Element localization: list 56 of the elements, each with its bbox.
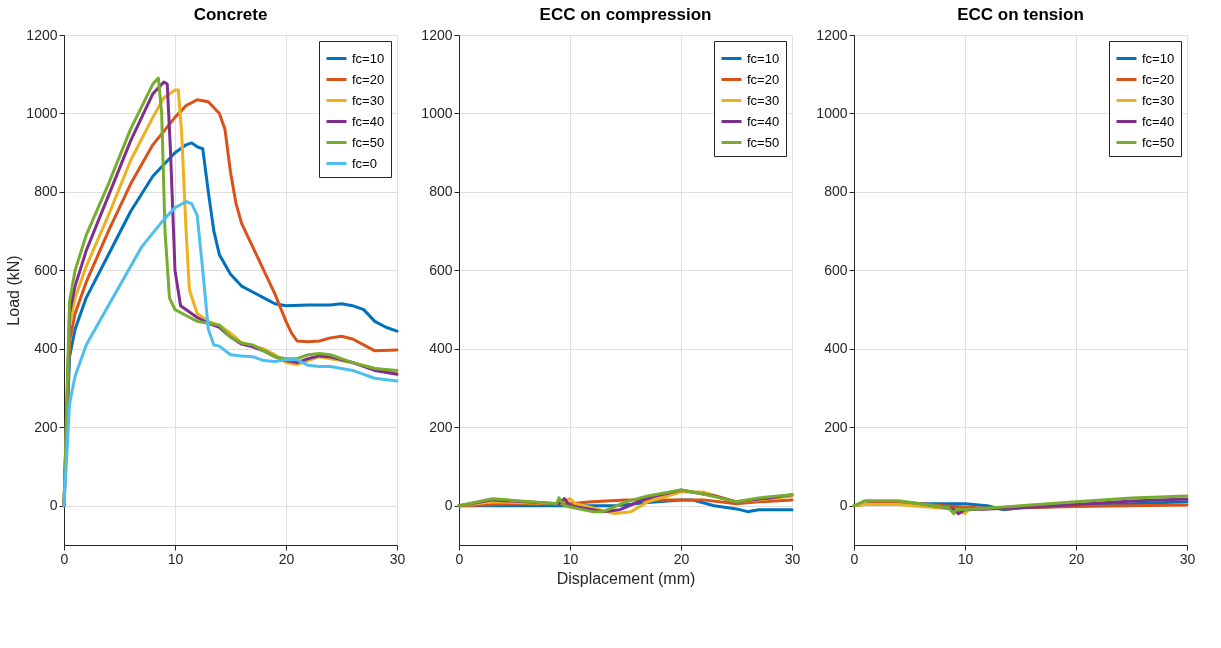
x-tick-label: 30 (784, 550, 801, 567)
x-tick-label: 10 (167, 550, 184, 567)
legend-label: fc=50 (747, 134, 780, 150)
x-tick-label: 30 (1179, 550, 1196, 567)
legend-label: fc=0 (352, 155, 377, 171)
legend-label: fc=50 (352, 134, 385, 150)
x-tick-label: 0 (850, 550, 859, 567)
x-tick-label: 30 (389, 550, 406, 567)
x-tick-label: 10 (957, 550, 974, 567)
legend-label: fc=20 (747, 71, 780, 87)
y-tick-label: 1000 (26, 104, 58, 121)
chart-title: Concrete (193, 5, 268, 24)
legend-label: fc=10 (1142, 50, 1175, 66)
legend-label: fc=50 (1142, 134, 1175, 150)
legend-label: fc=20 (352, 71, 385, 87)
legend-label: fc=40 (352, 113, 385, 129)
y-tick-label: 1200 (421, 26, 453, 43)
x-tick-label: 20 (278, 550, 295, 567)
y-tick-label: 1000 (816, 104, 848, 121)
y-tick-label: 400 (34, 340, 58, 357)
x-tick-label: 20 (1068, 550, 1085, 567)
x-axis-title: Displacement (mm) (556, 569, 696, 587)
y-tick-label: 200 (824, 418, 848, 435)
y-tick-label: 400 (824, 340, 848, 357)
x-tick-label: 0 (455, 550, 464, 567)
legend-label: fc=20 (1142, 71, 1175, 87)
y-tick-label: 200 (34, 418, 58, 435)
y-tick-label: 1000 (421, 104, 453, 121)
legend-label: fc=40 (747, 113, 780, 129)
line-series (62, 200, 399, 508)
legend-label: fc=10 (747, 50, 780, 66)
chart-title: ECC on tension (957, 5, 1084, 24)
y-tick-label: 1200 (816, 26, 848, 43)
line-series (852, 494, 1189, 516)
legend-label: fc=40 (1142, 113, 1175, 129)
x-tick-label: 10 (562, 550, 579, 567)
y-tick-label: 0 (49, 497, 58, 514)
legend-label: fc=30 (352, 92, 385, 108)
y-tick-label: 800 (824, 183, 848, 200)
y-tick-label: 600 (824, 261, 848, 278)
y-tick-label: 800 (34, 183, 58, 200)
legend-label: fc=10 (352, 50, 385, 66)
y-tick-label: 600 (34, 261, 58, 278)
y-tick-label: 800 (429, 183, 453, 200)
y-tick-label: 1200 (26, 26, 58, 43)
y-tick-label: 0 (444, 497, 453, 514)
chart-title: ECC on compression (539, 5, 712, 24)
x-tick-label: 0 (60, 550, 69, 567)
y-axis-title: Load (kN) (5, 255, 23, 326)
y-tick-label: 400 (429, 340, 453, 357)
y-tick-label: 200 (429, 418, 453, 435)
legend-label: fc=30 (747, 92, 780, 108)
legend-label: fc=30 (1142, 92, 1175, 108)
y-tick-label: 0 (839, 497, 848, 514)
x-tick-label: 20 (673, 550, 690, 567)
y-tick-label: 600 (429, 261, 453, 278)
